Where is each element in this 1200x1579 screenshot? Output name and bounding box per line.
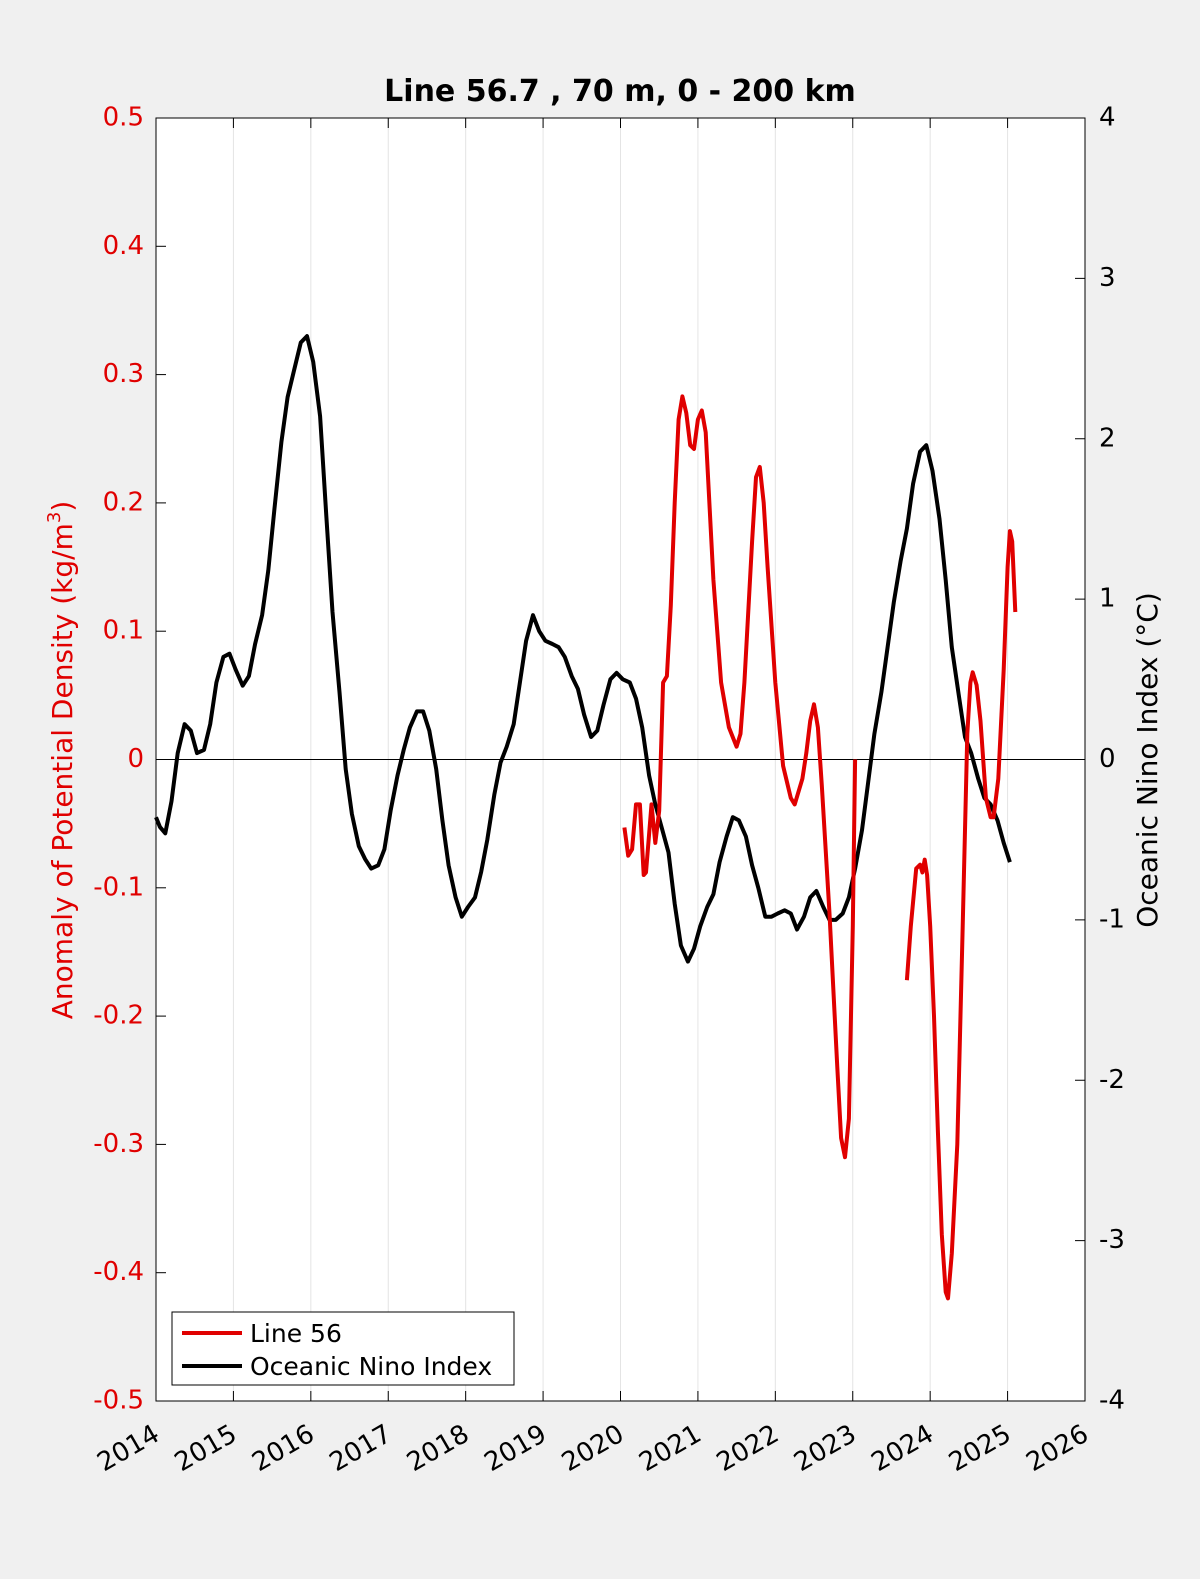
x-tick-label: 2022 [712, 1419, 784, 1478]
y-right-tick-label: -2 [1099, 1065, 1125, 1095]
chart-title: Line 56.7 , 70 m, 0 - 200 km [384, 74, 856, 109]
x-tick-label: 2018 [402, 1419, 474, 1478]
y-left-tick-label: 0 [127, 744, 144, 774]
y-left-tick-label: 0.4 [103, 231, 144, 261]
series-line-line56-segment-2 [904, 529, 1018, 1301]
y-axis-right-label: Oceanic Nino Index (°C) [1131, 592, 1164, 928]
y-right-tick-label: 2 [1099, 423, 1116, 453]
y-left-tick-label: -0.1 [93, 872, 144, 902]
y-left-tick-label: 0.1 [103, 616, 144, 646]
series-line-line56-segment-1 [622, 394, 858, 1160]
y-left-tick-label: 0.3 [103, 359, 144, 389]
y-right-tick-label: -4 [1099, 1386, 1125, 1416]
x-tick-label: 2019 [479, 1419, 551, 1478]
y-right-tick-label: 1 [1099, 584, 1116, 614]
x-tick-label: 2015 [170, 1419, 242, 1478]
y-right-tick-label: 4 [1099, 103, 1116, 133]
legend-label-oni: Oceanic Nino Index [250, 1352, 492, 1381]
x-tick-label: 2023 [789, 1419, 861, 1478]
x-tick-label: 2024 [867, 1419, 939, 1478]
y-axis-left: -0.5 -0.4 -0.3 -0.2 -0.1 0 0.1 0.2 0.3 0.4 0.5 [93, 103, 166, 1416]
y-right-tick-label: 3 [1099, 263, 1116, 293]
y-right-tick-label: 0 [1099, 744, 1116, 774]
y-left-tick-label: 0.5 [103, 103, 144, 133]
y-right-tick-label: -1 [1099, 904, 1125, 934]
x-tick-label: 2016 [247, 1419, 319, 1478]
x-tick-label: 2025 [944, 1419, 1016, 1478]
y-right-tick-label: -3 [1099, 1225, 1125, 1255]
y-left-tick-label: -0.5 [93, 1386, 144, 1416]
y-left-tick-label: -0.3 [93, 1129, 144, 1159]
y-left-tick-label: -0.2 [93, 1001, 144, 1031]
x-tick-label: 2017 [325, 1419, 397, 1478]
series-line-oceanic-nino-index [154, 334, 1012, 964]
y-left-tick-label: -0.4 [93, 1257, 144, 1287]
legend-label-line56: Line 56 [250, 1319, 342, 1348]
y-axis-right: -4 -3 -2 -1 0 1 2 3 4 [1075, 103, 1125, 1416]
series-layer [154, 334, 1018, 1301]
x-tick-label: 2021 [634, 1419, 706, 1478]
x-tick-label: 2014 [92, 1419, 164, 1478]
x-tick-label: 2020 [557, 1419, 629, 1478]
legend-box [171, 1311, 515, 1386]
y-left-tick-label: 0.2 [103, 487, 144, 517]
y-axis-left-label: Anomaly of Potential Density (kg/m3) [44, 501, 79, 1020]
legend: Line 56 Oceanic Nino Index [171, 1311, 515, 1386]
x-tick-label: 2026 [1021, 1419, 1093, 1478]
